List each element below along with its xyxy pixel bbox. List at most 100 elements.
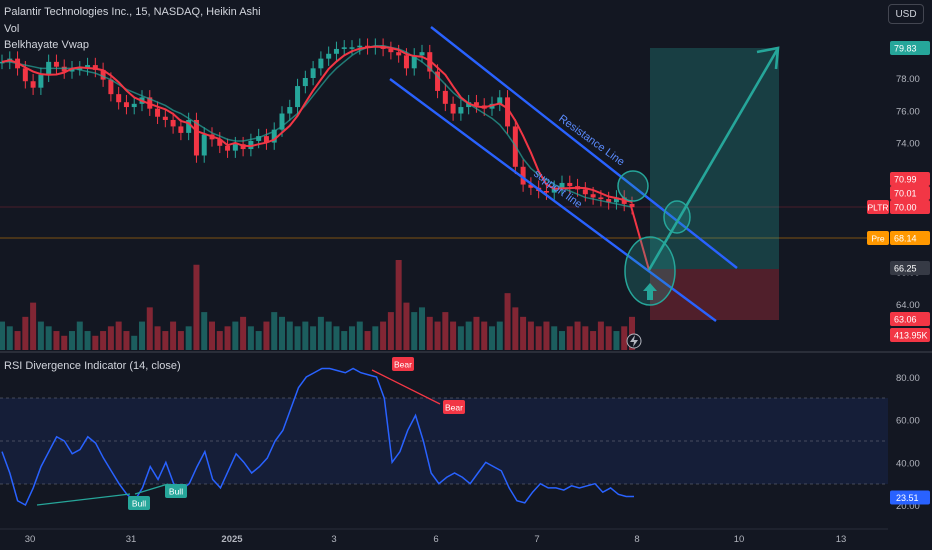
candle [225,138,231,158]
price-badge-tag: Pre [871,234,885,244]
volume-bar [0,321,5,350]
time-tick-label: 6 [433,534,438,545]
entry-circle [624,236,676,306]
volume-bar [341,331,348,350]
time-tick-label: 8 [634,534,639,545]
support-line[interactable] [389,78,717,322]
divergence-label: Bear [392,357,414,371]
volume-bar [37,321,44,350]
divergence-label-text: Bear [394,360,412,370]
volume-bar [535,326,542,350]
rsi-tick-label: 40.00 [896,458,920,469]
volume-bar [302,321,309,350]
rsi-line [1,367,634,507]
volume-bar [193,264,200,350]
candle [310,61,316,86]
rsi-tick-label: 20.00 [896,501,920,512]
flash-bolt-icon [630,335,638,347]
divergence-label: Bull [128,496,150,510]
time-axis-ticks[interactable]: 30 31 2025 3 6 7 8 10 13 [25,534,847,545]
volume-bar [512,307,519,350]
price-badge: 413.95K [890,328,930,342]
volume-bar [294,326,301,350]
volume-bar [177,331,184,350]
candle [318,51,324,76]
volume-bar [61,335,68,350]
volume-bar [325,321,332,350]
rsi-tick-label: 80.00 [896,373,920,384]
bull-divergence-line [36,493,131,506]
price-tick-label: 76.00 [896,106,920,117]
candle [505,90,511,134]
currency-button[interactable]: USD [888,4,924,24]
vwap-line [2,44,633,208]
time-tick-label: 13 [836,534,847,545]
projection-drop-line [630,205,650,271]
volume-bar [310,326,317,350]
volume-bar [14,331,21,350]
price-badge-value: 63.06 [894,315,917,325]
touch-circle-resistance [617,170,649,202]
candle [85,57,91,76]
volume-bar [403,302,410,350]
volume-bar [263,321,270,350]
price-badge-value: 68.14 [894,234,917,244]
volume-bar [115,321,122,350]
price-badges: 79.83 70.99 70.01 PLTR 70.00 Pre 68.14 66.25 63.… [867,41,930,342]
candle [193,112,199,163]
candle [100,62,106,87]
price-badge: Pre 68.14 [867,231,930,245]
volume-bar [590,331,597,350]
rsi-last-value: 23.51 [896,493,919,503]
volume-bar [76,321,83,350]
volume-bar [543,321,550,350]
candle [326,46,332,66]
vwap-indicator-legend[interactable]: Belkhayate Vwap [4,39,89,51]
rsi-indicator-legend[interactable]: RSI Divergence Indicator (14, close) [4,360,181,372]
volume-bars [0,260,635,350]
candle [263,128,269,150]
volume-bar [139,321,145,350]
volume-bar [69,331,75,350]
volume-bar [333,326,340,350]
chart-title[interactable]: Palantir Technologies Inc., 15, NASDAQ, … [4,6,261,18]
candle [53,54,59,74]
candle [131,96,137,115]
volume-bar [92,335,99,350]
volume-bar [100,331,107,350]
candle [388,41,394,60]
volume-bar [201,312,208,350]
rsi-tick-label: 60.00 [896,416,920,427]
volume-bar [380,321,387,350]
volume-bar [22,316,29,350]
volume-bar [605,326,612,350]
candle [559,175,565,196]
candle [357,38,363,55]
volume-bar [442,312,449,350]
price-badge: 70.99 [890,172,930,186]
candle [543,183,549,200]
volume-indicator-legend[interactable]: Vol [4,23,20,35]
candle [473,94,479,113]
volume-bar [520,316,527,350]
candle [458,99,464,121]
volume-bar [551,326,558,350]
divergence-label-text: Bull [169,487,183,497]
price-badge: 79.83 [890,41,930,55]
volume-bar [131,335,138,350]
volume-bar [146,307,153,350]
volume-bar [457,326,464,350]
candle [295,78,301,115]
volume-bar [489,326,495,350]
volume-bar [481,321,488,350]
volume-bar [356,321,363,350]
volume-bar [154,326,161,350]
volume-bar [84,331,91,350]
rsi-axis-ticks[interactable]: 20.00 40.00 60.00 80.00 23.51 [890,373,930,512]
moving-average-line [1,45,633,203]
long-position-loss-zone[interactable] [650,269,779,320]
time-tick-label: 10 [734,534,745,545]
candle [248,133,254,157]
volume-bar [6,326,13,350]
